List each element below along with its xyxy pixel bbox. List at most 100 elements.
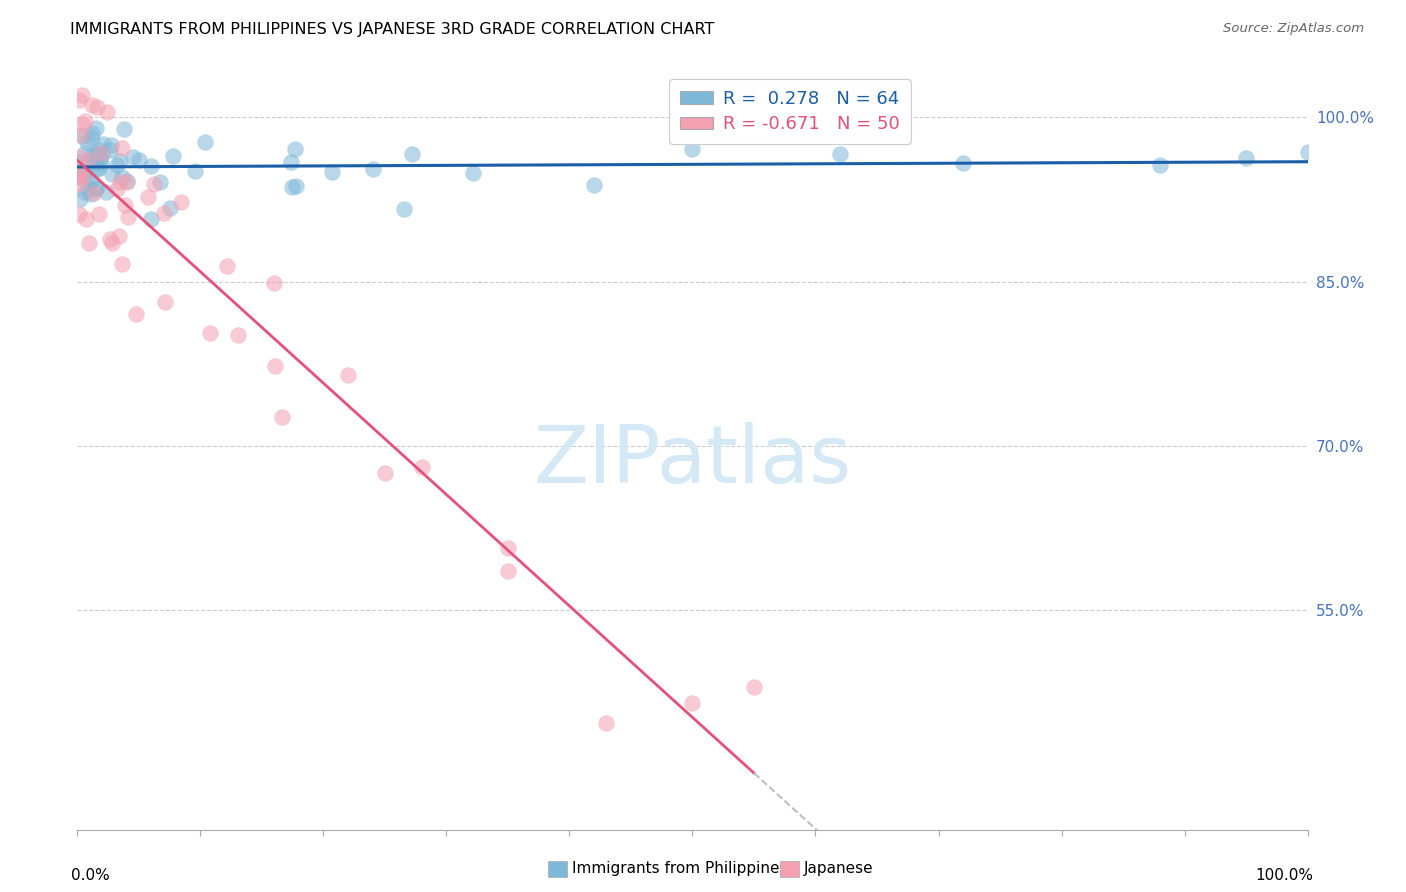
Point [105,181,128,195]
Point [67,150,90,164]
Point [90,145,112,160]
Point [70,117,93,131]
Point [73,185,96,199]
Point [159,201,181,215]
Point [77,153,100,167]
Point [76,181,98,195]
Point [107,228,129,243]
Point [117,174,139,188]
Point [111,169,134,184]
Point [100,138,122,153]
Point [89,152,111,166]
Point [280,154,302,169]
Point [284,142,307,156]
Point [83,186,105,200]
Point [139,211,162,226]
Point [111,141,134,155]
Point [80,148,103,162]
Point [90,156,112,170]
Point [682,142,704,156]
Point [1149,157,1171,171]
Point [108,175,131,189]
Point [117,175,139,189]
Point [100,235,122,250]
Point [80,174,103,188]
Point [583,178,606,193]
Point [496,541,519,555]
Point [73,167,96,181]
Point [101,167,124,181]
Text: IMMIGRANTS FROM PHILIPPINES VS JAPANESE 3RD GRADE CORRELATION CHART: IMMIGRANTS FROM PHILIPPINES VS JAPANESE … [70,22,714,37]
Point [125,307,148,321]
Point [830,146,852,161]
Point [86,100,108,114]
Point [128,153,150,168]
Point [170,195,193,210]
Point [952,155,974,169]
Point [228,328,250,343]
Point [98,144,121,158]
Point [73,114,96,128]
Point [79,235,101,250]
Point [122,150,145,164]
Point [264,359,287,374]
Point [155,295,177,310]
Point [70,128,93,142]
Point [114,197,136,211]
Point [1296,145,1319,159]
Point [76,169,98,184]
Point [80,186,103,201]
Point [263,276,285,290]
Point [111,256,134,270]
Point [87,161,110,176]
Point [67,167,90,181]
Point [98,232,121,246]
Point [136,190,159,204]
Point [96,104,118,119]
Point [162,148,184,162]
Point [87,146,110,161]
Point [742,680,765,694]
Point [93,137,115,152]
Point [215,259,238,273]
Point [80,126,103,140]
Point [82,98,104,112]
Point [149,175,172,189]
Point [84,156,107,170]
Point [1234,151,1257,165]
Point [69,155,91,169]
Point [67,206,90,220]
Text: 100.0%: 100.0% [1256,868,1313,883]
Point [86,147,108,161]
Point [75,146,97,161]
Point [84,182,107,196]
Point [67,164,90,178]
Point [67,93,90,107]
Point [271,410,294,425]
Point [70,129,93,144]
Point [401,146,423,161]
Point [67,178,90,192]
Point [463,166,485,180]
Point [105,157,128,171]
Point [496,564,519,578]
Point [141,159,163,173]
Point [67,169,90,183]
Text: 0.0%: 0.0% [72,868,110,883]
Point [411,459,433,474]
Point [337,368,360,383]
Text: Immigrants from Philippines: Immigrants from Philippines [572,862,787,876]
Text: Source: ZipAtlas.com: Source: ZipAtlas.com [1223,22,1364,36]
Point [108,153,131,168]
Point [76,135,98,149]
Point [281,180,304,194]
Point [194,135,217,149]
Point [321,164,343,178]
Point [72,88,94,103]
Point [75,212,97,227]
Point [94,185,117,199]
Point [67,169,90,184]
Point [77,155,100,169]
Point [112,122,135,136]
Point [394,202,416,216]
